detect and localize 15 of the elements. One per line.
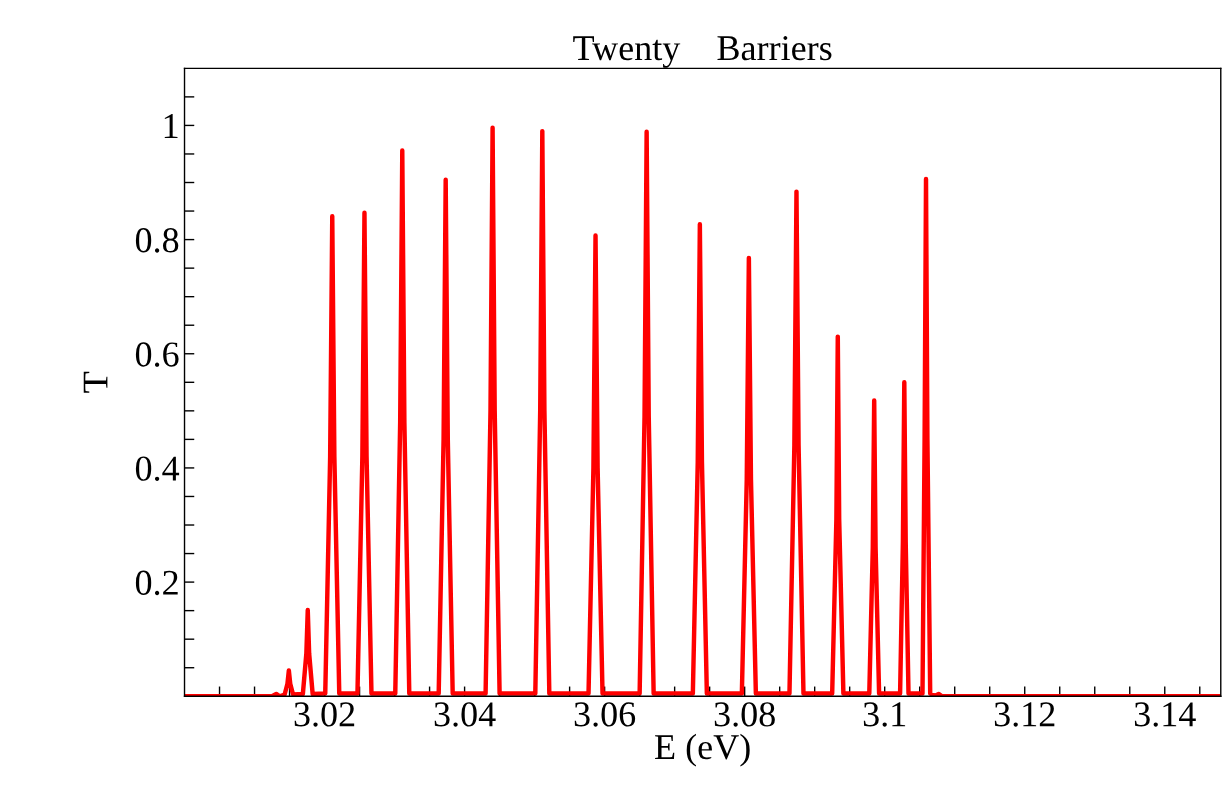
x-tick-label: 3.12	[994, 702, 1055, 727]
x-tick-label: 3.1	[863, 702, 906, 727]
x-tick-label: 3.04	[434, 702, 496, 727]
y-tick-label: 0.2	[135, 570, 178, 596]
x-tick-label: 3.08	[714, 702, 775, 727]
y-tick-label: 0.6	[135, 342, 179, 367]
chart-title: Twenty Barriers	[573, 36, 832, 68]
x-tick-label: 3.02	[294, 702, 355, 727]
x-axis-title: E (eV)	[655, 733, 750, 767]
y-axis-title: T	[83, 371, 108, 393]
x-tick-label: 3.06	[574, 702, 636, 727]
x-tick-label: 3.14	[1134, 702, 1196, 727]
y-tick-label: 1	[164, 114, 178, 138]
y-tick-label: 0.4	[135, 456, 180, 481]
y-tick-label: 0.8	[135, 228, 179, 253]
